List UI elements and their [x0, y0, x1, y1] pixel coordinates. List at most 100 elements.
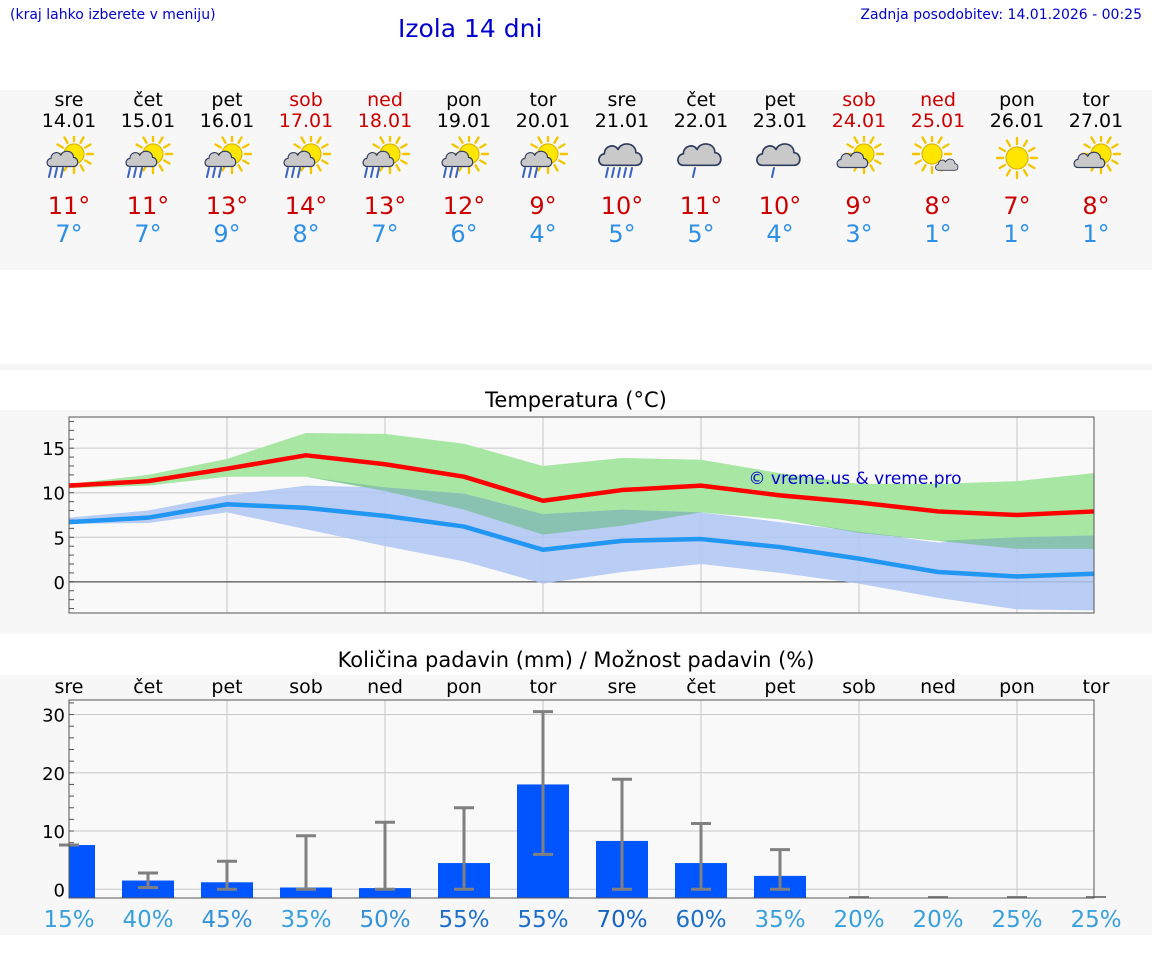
temperature-chart-title: Temperatura (°C): [485, 388, 667, 412]
sun-ray: [242, 159, 250, 165]
rain: [522, 167, 538, 178]
cloud: [598, 143, 643, 167]
y-tick-label: 30: [42, 706, 65, 727]
sun-ray: [1090, 136, 1096, 144]
sun-ray: [869, 164, 875, 172]
overlap-band: [69, 476, 1094, 549]
day-name: čet: [686, 89, 716, 111]
rain-drop: [370, 167, 374, 178]
temp-min: 9°: [213, 220, 241, 248]
sun-ray: [479, 159, 487, 165]
sun-cloud-rain-icon: [283, 136, 332, 178]
sun-ray: [400, 159, 408, 165]
sun-ray: [221, 136, 227, 144]
day-column: pet 16.01 13° 9°: [188, 90, 267, 248]
x-day-label: tor: [1083, 676, 1110, 698]
day-date: 26.01: [989, 110, 1045, 132]
precip-probability: 70%: [596, 907, 647, 933]
sun-ray: [321, 159, 329, 165]
x-day-label: sob: [842, 676, 876, 698]
temp-min: 4°: [766, 220, 794, 248]
sun-ray: [1027, 163, 1036, 170]
cloud-shape: [441, 150, 474, 168]
cloud-shape: [125, 150, 158, 168]
plot-frame: [68, 416, 1095, 614]
day-date: 24.01: [831, 110, 887, 132]
rain-drop: [449, 167, 453, 178]
day-name: pon: [446, 89, 482, 111]
last-updated: Zadnja posodobitev: 14.01.2026 - 00:25: [860, 7, 1142, 23]
sun-ray: [558, 159, 566, 165]
sun-small-cloud-icon: [911, 136, 959, 175]
sun-cloud-rain-icon: [441, 136, 490, 178]
cloud: [935, 158, 959, 171]
sun-ray: [869, 136, 875, 144]
day-name: sre: [54, 89, 84, 111]
cloud: [204, 150, 237, 168]
cloud-shape: [935, 158, 959, 171]
x-day-label: čet: [686, 676, 716, 698]
temp-min: 3°: [845, 220, 873, 248]
day-column: sob 17.01 14° 8°: [267, 90, 346, 248]
sun-ray: [846, 143, 854, 149]
rain-drop: [623, 167, 627, 178]
sun-cloud-icon: [1073, 136, 1122, 175]
cloud: [520, 150, 553, 168]
rain: [48, 167, 64, 178]
sun-ray: [84, 159, 92, 165]
day-column: sre 14.01 11° 7°: [30, 90, 109, 248]
cloud: [441, 150, 474, 168]
sun-ray: [79, 164, 85, 172]
sun-disc: [1005, 146, 1029, 170]
day-date: 15.01: [120, 110, 176, 132]
x-day-label: sre: [55, 676, 84, 698]
precip-bar: [122, 880, 174, 898]
sun-ray: [474, 136, 480, 144]
sun-ray: [237, 136, 243, 144]
x-day-label: pon: [999, 676, 1035, 698]
rain-drop: [605, 167, 609, 178]
rain: [364, 167, 380, 178]
min-range-band: [69, 485, 1094, 611]
day-name: sob: [842, 89, 876, 111]
temp-max: 8°: [1082, 192, 1110, 220]
day-column: tor 20.01 9° 4°: [504, 90, 583, 248]
sun: [995, 136, 1039, 180]
day-date: 18.01: [357, 110, 413, 132]
sun-ray: [1106, 136, 1112, 144]
rain-drop: [611, 167, 615, 178]
rain-drop: [54, 167, 58, 178]
sun-ray: [135, 143, 143, 149]
temp-max: 10°: [600, 192, 644, 220]
sun-ray: [372, 143, 380, 149]
rain: [771, 167, 775, 178]
sun-ray: [163, 159, 171, 165]
temp-max: 8°: [924, 192, 952, 220]
sun-ray: [537, 136, 543, 144]
day-name: pet: [211, 89, 243, 111]
sun-ray: [56, 143, 64, 149]
cloud-shape: [756, 143, 801, 167]
precip-probability: 20%: [912, 907, 963, 933]
day-column: čet 15.01 11° 7°: [109, 90, 188, 248]
cloud-heavy-rain-icon: [598, 143, 643, 178]
cloud-shape: [677, 143, 722, 167]
day-name: pon: [999, 89, 1035, 111]
sun-ray: [479, 143, 487, 149]
sun-ray: [1111, 143, 1119, 149]
rain-drop: [291, 167, 295, 178]
day-column: sre 21.01 10° 5°: [583, 90, 662, 248]
cloud-shape: [362, 150, 395, 168]
day-date: 19.01: [436, 110, 492, 132]
sun-ray: [942, 143, 950, 149]
sun-disc: [921, 143, 943, 165]
sun-ray: [158, 164, 164, 172]
cloud-shape: [46, 150, 79, 168]
day-name: sre: [607, 89, 637, 111]
day-name: tor: [529, 89, 557, 111]
cloud-shape: [520, 150, 553, 168]
sun-ray: [474, 164, 480, 172]
y-tick-label: 10: [42, 822, 65, 843]
day-name: tor: [1082, 89, 1110, 111]
sun-ray: [914, 143, 922, 149]
